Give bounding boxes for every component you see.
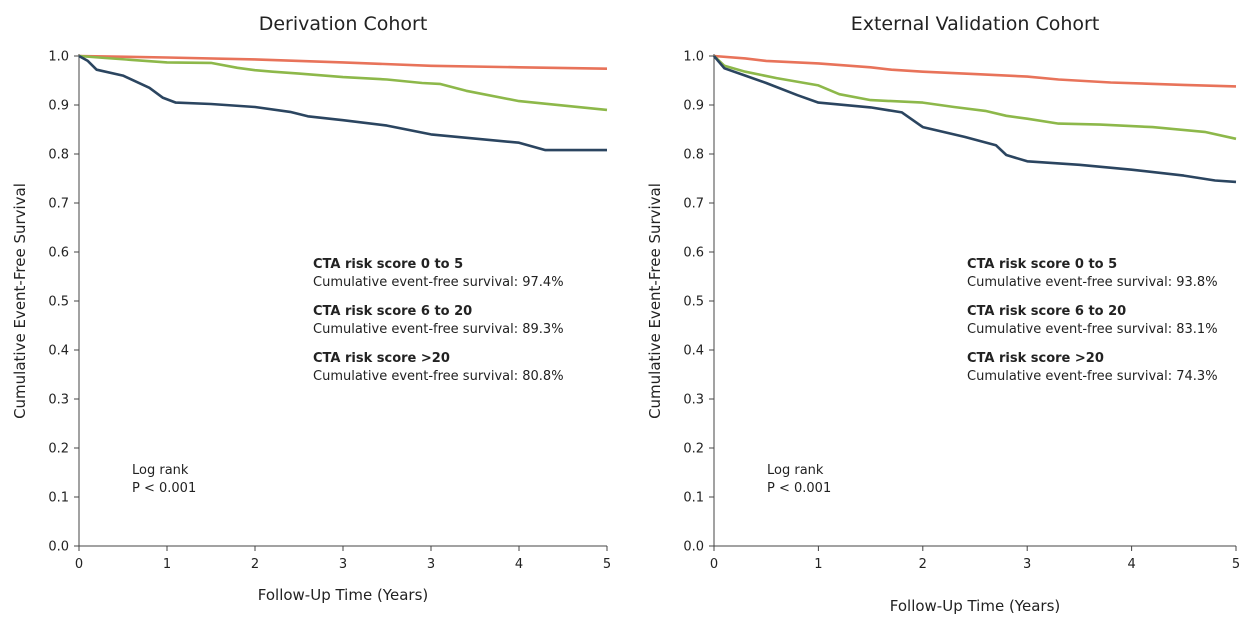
legend-label: CTA risk score >20	[967, 351, 1104, 366]
x-tick-label: 5	[1232, 557, 1240, 572]
log-rank-note: Log rank	[767, 463, 824, 478]
chart-title: Derivation Cohort	[259, 13, 428, 35]
legend-detail: Cumulative event-free survival: 89.3%	[313, 322, 564, 337]
y-tick-label: 0.8	[683, 148, 704, 163]
y-tick-label: 0.9	[683, 99, 704, 114]
x-tick-label: 3	[1023, 557, 1031, 572]
x-tick-label: 1	[814, 557, 822, 572]
survival-curve-3	[713, 55, 1237, 184]
chart-title: External Validation Cohort	[851, 13, 1100, 35]
legend-label: CTA risk score 6 to 20	[313, 304, 472, 319]
x-tick-label: 0	[75, 557, 83, 572]
x-tick-label: 0	[710, 557, 718, 572]
y-tick-label: 0.2	[683, 442, 704, 457]
y-tick-label: 0.1	[48, 491, 69, 506]
x-tick-label: 2	[919, 557, 927, 572]
y-tick-label: 0.3	[48, 393, 69, 408]
x-tick-label: 5	[603, 557, 611, 572]
log-rank-note: P < 0.001	[767, 481, 831, 496]
y-tick-label: 0.1	[683, 491, 704, 506]
survival-curve-3	[78, 54, 607, 152]
chart-panel-2: External Validation Cohort 0.0 0.1 0.2 0.3 0.…	[646, 13, 1240, 615]
survival-curve-1	[78, 54, 608, 70]
y-axis-label: Cumulative Event-Free Survival	[11, 183, 29, 419]
y-tick-label: 0.4	[48, 344, 69, 359]
legend-detail: Cumulative event-free survival: 83.1%	[967, 322, 1218, 337]
legend-detail: Cumulative event-free survival: 93.8%	[967, 275, 1218, 290]
legend-label: CTA risk score >20	[313, 351, 450, 366]
y-tick-label: 0.9	[48, 99, 69, 114]
legend-label: CTA risk score 0 to 5	[313, 257, 463, 272]
y-tick-label: 0.5	[48, 295, 69, 310]
legend-label: CTA risk score 0 to 5	[967, 257, 1117, 272]
x-tick-label: 4	[515, 557, 523, 572]
legend-label: CTA risk score 6 to 20	[967, 304, 1126, 319]
y-tick-label: 0.6	[683, 246, 704, 261]
y-tick-label: 0.7	[48, 197, 69, 212]
survival-curve-1	[713, 54, 1237, 88]
legend-detail: Cumulative event-free survival: 97.4%	[313, 275, 564, 290]
survival-curve-2	[78, 54, 608, 112]
y-tick-label: 0.7	[683, 197, 704, 212]
y-tick-label: 1.0	[48, 50, 69, 65]
x-tick-label: 3	[427, 557, 435, 572]
x-tick-label: 1	[163, 557, 171, 572]
survival-curve-2	[713, 55, 1237, 141]
legend-detail: Cumulative event-free survival: 80.8%	[313, 369, 564, 384]
legend-detail: Cumulative event-free survival: 74.3%	[967, 369, 1218, 384]
y-tick-label: 0.0	[683, 540, 704, 555]
x-tick-label: 4	[1127, 557, 1135, 572]
log-rank-note: Log rank	[132, 463, 189, 478]
y-tick-label: 0.4	[683, 344, 704, 359]
y-tick-label: 0.5	[683, 295, 704, 310]
log-rank-note: P < 0.001	[132, 481, 196, 496]
y-tick-label: 0.0	[48, 540, 69, 555]
x-tick-label: 3	[339, 557, 347, 572]
y-tick-label: 0.6	[48, 246, 69, 261]
y-tick-label: 0.8	[48, 148, 69, 163]
y-tick-label: 1.0	[683, 50, 704, 65]
chart-panel-1: Derivation Cohort 0.0 0.1 0.2 0.3 0.4 0.5 0.6 0.…	[11, 13, 611, 604]
y-tick-label: 0.3	[683, 393, 704, 408]
y-tick-label: 0.2	[48, 442, 69, 457]
x-axis-label: Follow-Up Time (Years)	[890, 597, 1061, 614]
x-axis-label: Follow-Up Time (Years)	[258, 586, 429, 604]
x-tick-label: 2	[251, 557, 259, 572]
y-axis-label: Cumulative Event-Free Survival	[646, 183, 664, 419]
